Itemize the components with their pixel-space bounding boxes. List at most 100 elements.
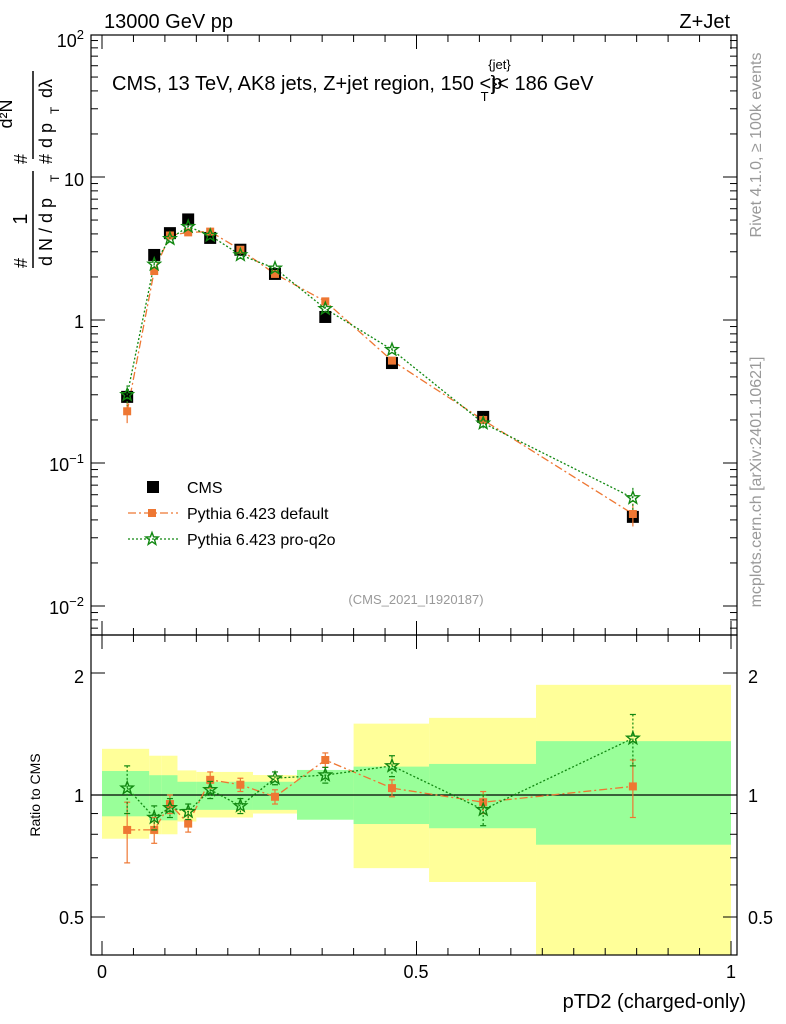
ratio-default-point xyxy=(628,782,637,791)
ratio-tick-1-left: 1 xyxy=(74,786,84,806)
plot-title-suffix: }< 186 GeV xyxy=(491,73,595,95)
ratio-proq2o-point xyxy=(317,766,334,782)
proq2o-point xyxy=(202,226,219,243)
y-tick-label-1: 1 xyxy=(74,312,84,332)
ratio-default-point xyxy=(184,819,193,828)
x-tick-labels: 0 0.5 1 xyxy=(97,962,736,982)
legend-marker-cms xyxy=(147,481,159,493)
header-left: 13000 GeV pp xyxy=(104,11,233,33)
proq2o-line xyxy=(126,225,634,499)
ratio-default-point xyxy=(321,756,330,765)
default-point xyxy=(628,509,637,518)
ylabel-one: 1 xyxy=(10,213,32,224)
proq2o-point xyxy=(266,259,284,276)
y-tick-label-0.01: 10−2 xyxy=(49,594,84,618)
default-line xyxy=(126,230,634,515)
ylabel-dl: dλ xyxy=(36,79,56,98)
legend-marker-default xyxy=(148,509,156,517)
ratio-tick-2-left: 2 xyxy=(74,667,84,687)
plot-title-prefix: CMS, 13 TeV, AK8 jets, Z+jet region, 150… xyxy=(112,73,491,95)
ratio-proq2o-point xyxy=(475,801,492,817)
proq2o-point xyxy=(317,300,334,316)
ylabel-hash2: # xyxy=(11,154,31,164)
header-right: Z+Jet xyxy=(679,11,730,33)
cms-point xyxy=(148,248,161,261)
ratio-proq2o-point xyxy=(232,797,249,813)
proq2o-point xyxy=(119,386,136,402)
ratio-default-point xyxy=(270,792,279,801)
y-tick-exp-neg1: −1 xyxy=(69,451,84,466)
ratio-y-tick-labels: 2 1 0.5 2 1 0.5 xyxy=(59,667,773,928)
ratio-tick-05-left: 0.5 xyxy=(59,908,84,928)
ylabel-dN: d N / d p xyxy=(36,198,56,266)
proq2o-point xyxy=(161,230,178,246)
ratio-proq2o-point xyxy=(119,779,136,796)
rivet-label: Rivet 4.1.0, ≥ 100k events xyxy=(748,53,765,238)
y-tick-label-100: 102 xyxy=(57,27,84,51)
proq2o-point xyxy=(180,218,197,234)
band-inner xyxy=(536,741,731,845)
default-point xyxy=(184,228,193,237)
ratio-y-axis-label: Ratio to CMS xyxy=(27,753,43,836)
legend-marker-proq2o xyxy=(143,530,161,546)
ratio-proq2o-point xyxy=(161,799,179,815)
main-y-tick-labels: 102 10 1 10−1 10−2 xyxy=(49,27,84,618)
analysis-id: (CMS_2021_I1920187) xyxy=(348,592,483,607)
plot-title-sup: {jet} xyxy=(488,57,511,72)
ratio-default-point xyxy=(123,825,132,834)
ratio-default-point xyxy=(387,784,396,793)
ratio-proq2o-point xyxy=(266,769,284,786)
default-point xyxy=(165,231,174,240)
ratio-tick-1-right: 1 xyxy=(748,786,758,806)
proq2o-point xyxy=(146,255,163,272)
ratio-default-point xyxy=(236,780,245,789)
proq2o-point xyxy=(475,414,492,431)
ratio-proq2o-point xyxy=(146,808,163,825)
ylabel-hash1: # xyxy=(11,258,31,268)
ratio-proq2o-point xyxy=(202,781,219,797)
band-inner xyxy=(149,775,162,821)
x-axis-label: pTD2 (charged-only) xyxy=(563,991,746,1013)
legend: CMS Pythia 6.423 default Pythia 6.423 pr… xyxy=(128,480,336,549)
y-tick-label-0.1: 10−1 xyxy=(49,451,84,475)
legend-label-default: Pythia 6.423 default xyxy=(187,506,329,523)
axis-ticks xyxy=(91,35,737,955)
proq2o-point xyxy=(232,246,249,262)
ratio-plot-series xyxy=(119,713,641,864)
ratio-proq2o-point xyxy=(624,729,641,746)
x-tick-label-1: 1 xyxy=(726,962,736,982)
default-point xyxy=(123,407,132,416)
default-point xyxy=(270,269,279,278)
legend-label-proq2o: Pythia 6.423 pro-q2o xyxy=(187,532,336,549)
uncertainty-bands xyxy=(102,684,731,955)
ratio-proq2o-line xyxy=(126,737,634,819)
ylabel-T1: T xyxy=(48,174,62,182)
ylabel-T2: T xyxy=(48,106,62,114)
main-y-axis-label: # 1 d N / d p T # d²N # d p T dλ xyxy=(0,71,62,268)
y-tick-label-10: 10 xyxy=(64,170,84,190)
proq2o-point xyxy=(383,341,401,357)
ratio-tick-05-right: 0.5 xyxy=(748,908,773,928)
main-plot-series xyxy=(119,213,641,527)
ratio-proq2o-point xyxy=(383,757,401,773)
default-point xyxy=(150,267,159,276)
ylabel-d2N: d²N xyxy=(0,99,16,128)
plot-title: CMS, 13 TeV, AK8 jets, Z+jet region, 150… xyxy=(112,57,594,104)
ylabel-dpT: d p xyxy=(36,123,56,148)
plot-title-p: p xyxy=(491,72,502,94)
x-tick-label-0: 0 xyxy=(97,962,107,982)
x-tick-label-0.5: 0.5 xyxy=(403,962,428,982)
proq2o-point xyxy=(624,489,641,505)
ratio-tick-2-right: 2 xyxy=(748,667,758,687)
ylabel-hash3: # xyxy=(36,154,56,164)
ratio-default-point xyxy=(206,775,215,784)
default-point xyxy=(387,356,396,365)
y-tick-exp-2: 2 xyxy=(77,27,84,42)
band-inner xyxy=(102,771,150,817)
ratio-proq2o-point xyxy=(180,803,197,819)
mcplots-label: mcplots.cern.ch [arXiv:2401.10621] xyxy=(748,357,765,608)
band-inner xyxy=(177,781,197,810)
plot-title-sub: T xyxy=(481,89,489,104)
default-point xyxy=(206,227,215,236)
